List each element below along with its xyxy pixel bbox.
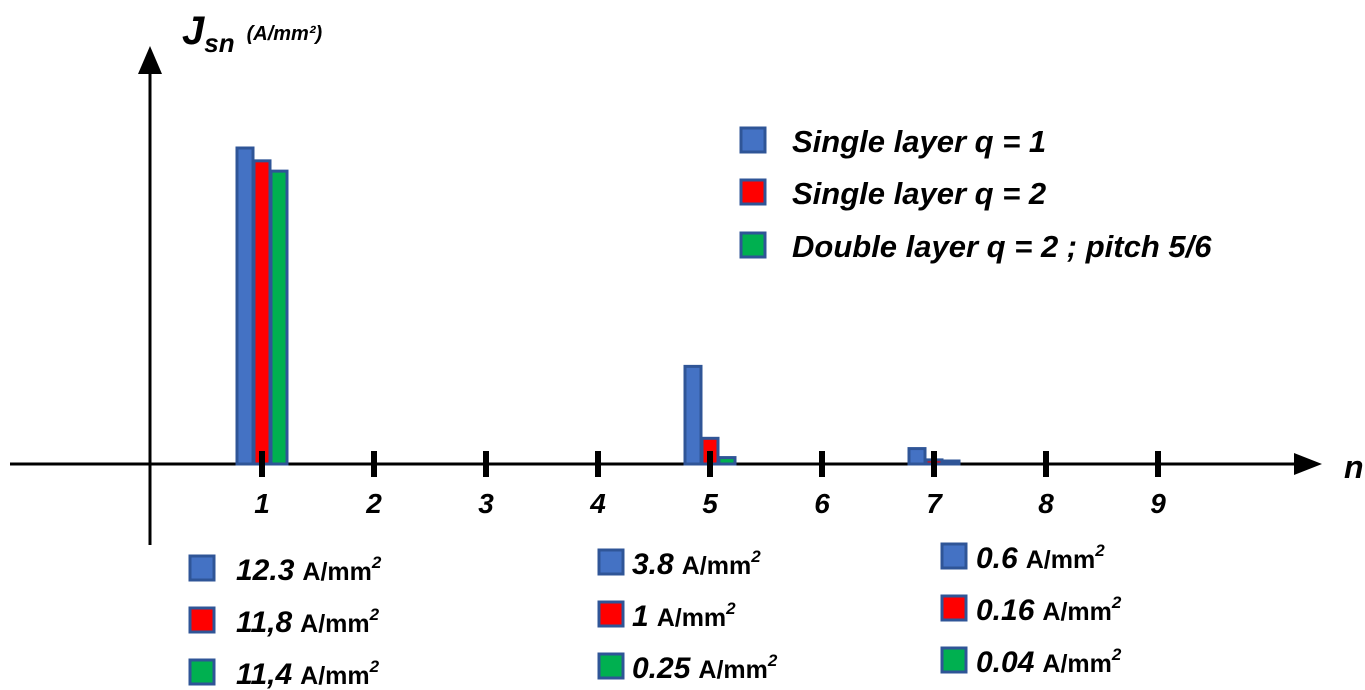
annotation-value: 0.6 A/mm2 bbox=[976, 541, 1105, 575]
annotation-value: 11,8 A/mm2 bbox=[236, 605, 380, 639]
legend-swatch bbox=[739, 126, 767, 154]
bar bbox=[235, 146, 255, 466]
x-tick-mark bbox=[259, 451, 265, 477]
value-annotations: 12.3 A/mm2 11,8 A/mm2 11,4 A/mm2 3.8 A/mm2 1 A/mm… bbox=[188, 541, 1122, 690]
x-tick-mark bbox=[483, 451, 489, 477]
x-axis-label: n bbox=[1344, 449, 1364, 485]
x-tick-label: 9 bbox=[1150, 488, 1166, 519]
annotation-value: 3.8 A/mm2 bbox=[632, 547, 761, 581]
annotation-swatch bbox=[940, 594, 968, 622]
x-tick-mark bbox=[819, 451, 825, 477]
annotation-swatch bbox=[940, 646, 968, 674]
x-tick-label: 6 bbox=[814, 488, 830, 519]
legend: Single layer q = 1 Single layer q = 2 Doub… bbox=[739, 124, 1212, 264]
legend-label: Single layer q = 2 bbox=[792, 176, 1046, 211]
x-tick-mark bbox=[707, 451, 713, 477]
x-tick-mark bbox=[595, 451, 601, 477]
annotation-swatch bbox=[597, 600, 625, 628]
legend-swatch bbox=[739, 178, 767, 206]
annotation-swatch bbox=[188, 606, 216, 634]
y-axis-arrow bbox=[138, 46, 162, 74]
annotation-swatch bbox=[188, 554, 216, 582]
x-tick-mark bbox=[371, 451, 377, 477]
x-tick-label: 4 bbox=[589, 488, 606, 519]
x-ticks: 1 2 3 4 5 6 7 8 9 bbox=[254, 451, 1166, 519]
x-tick-label: 2 bbox=[365, 488, 382, 519]
annotation-swatch bbox=[597, 548, 625, 576]
x-tick-mark bbox=[931, 451, 937, 477]
bar bbox=[717, 456, 737, 466]
annotation-swatch bbox=[597, 652, 625, 680]
annotation-swatch bbox=[940, 542, 968, 570]
bar bbox=[683, 364, 703, 466]
bar bbox=[252, 159, 272, 466]
bar bbox=[269, 169, 289, 466]
legend-label: Double layer q = 2 ; pitch 5/6 bbox=[792, 229, 1212, 264]
x-tick-label: 5 bbox=[702, 488, 718, 519]
annotation-value: 0.16 A/mm2 bbox=[976, 593, 1122, 627]
annotation-value: 12.3 A/mm2 bbox=[236, 553, 382, 587]
bar bbox=[907, 447, 927, 466]
y-axis-label: Jsn (A/mm²) bbox=[182, 9, 322, 58]
legend-label: Single layer q = 1 bbox=[792, 124, 1046, 159]
annotation-value: 0.25 A/mm2 bbox=[632, 651, 778, 685]
x-tick-mark bbox=[1043, 451, 1049, 477]
annotation-value: 11,4 A/mm2 bbox=[236, 657, 380, 690]
x-tick-mark bbox=[1155, 451, 1161, 477]
bar bbox=[941, 459, 961, 466]
x-axis-arrow bbox=[1294, 453, 1322, 475]
annotation-swatch bbox=[188, 658, 216, 686]
annotation-value: 1 A/mm2 bbox=[632, 599, 736, 633]
x-tick-label: 3 bbox=[478, 488, 494, 519]
x-tick-label: 1 bbox=[254, 488, 270, 519]
bars bbox=[235, 146, 961, 466]
x-tick-label: 7 bbox=[926, 488, 943, 519]
x-tick-label: 8 bbox=[1038, 488, 1054, 519]
annotation-value: 0.04 A/mm2 bbox=[976, 645, 1122, 679]
legend-swatch bbox=[739, 231, 767, 259]
